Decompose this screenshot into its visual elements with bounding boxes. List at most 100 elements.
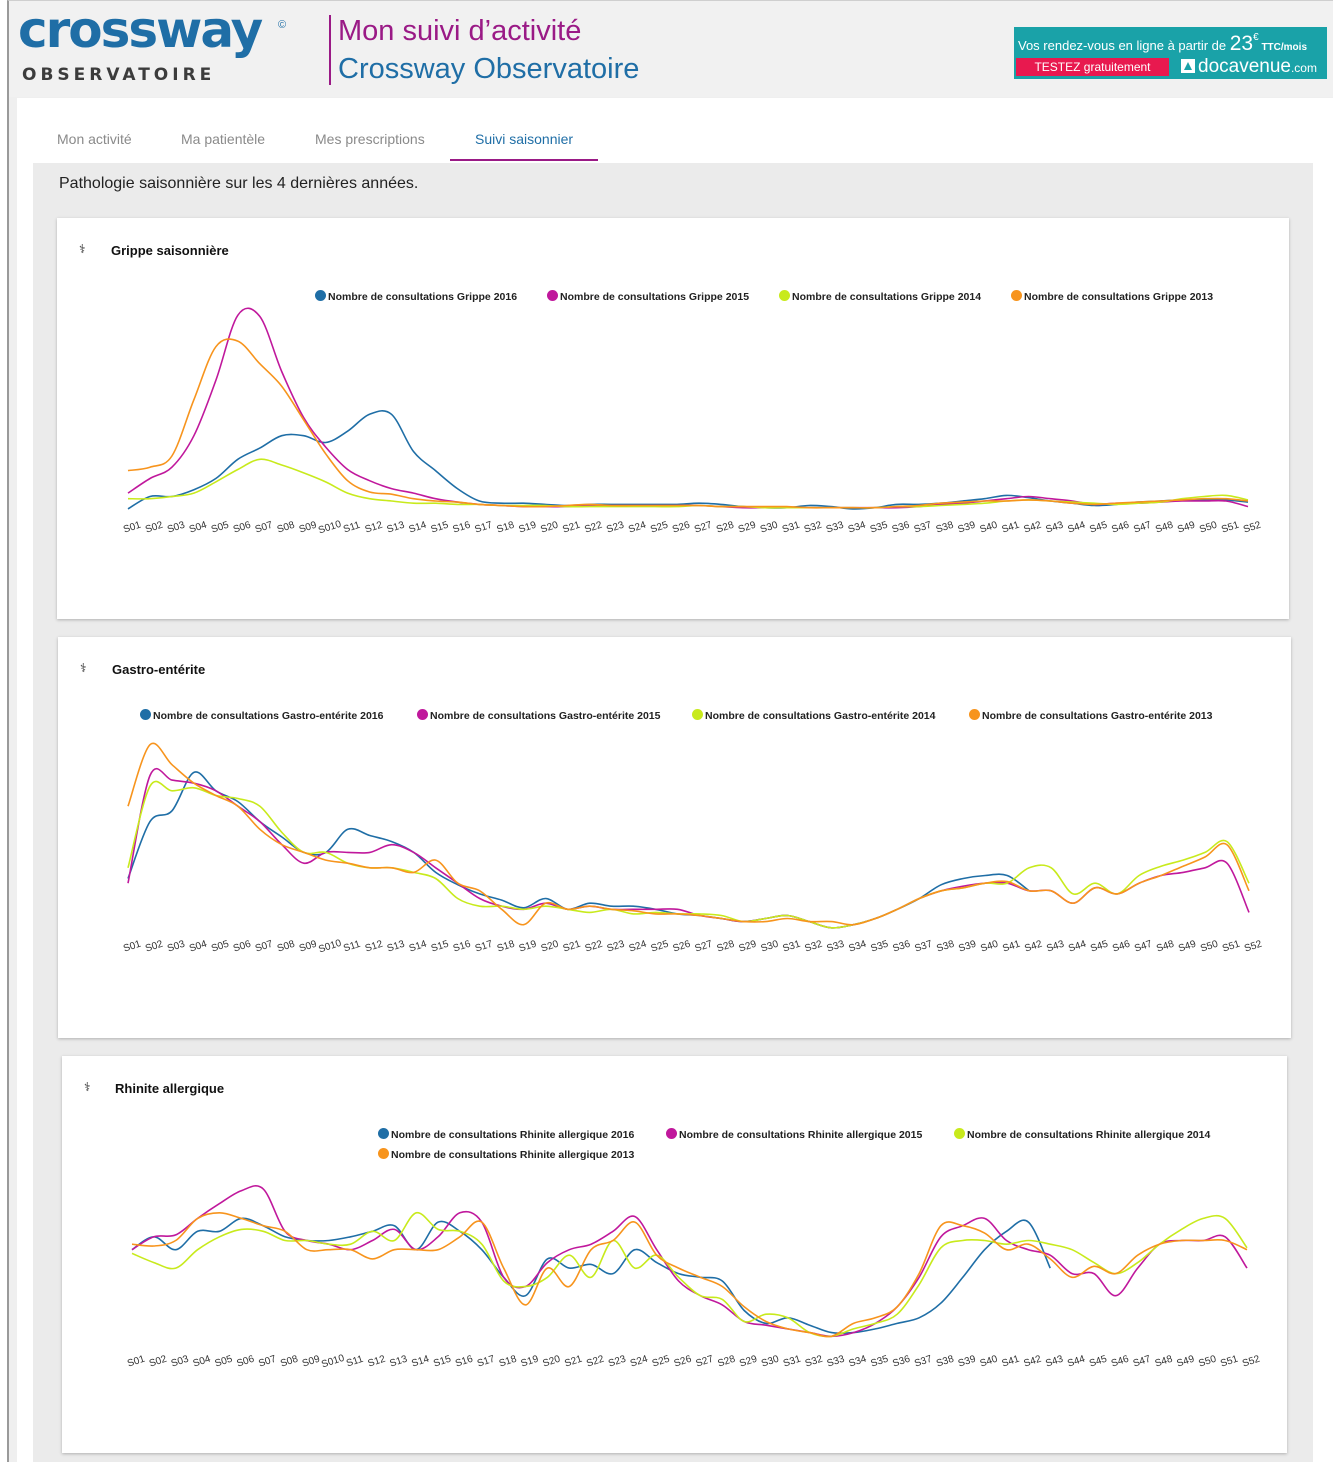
x-tick-label: S20: [540, 939, 561, 955]
legend-item-2013[interactable]: Nombre de consultations Gastro-entérite …: [969, 709, 1212, 722]
x-tick-label: S41: [1001, 1354, 1022, 1370]
x-tick-label: S46: [1110, 1354, 1131, 1370]
x-tick-label: S41: [1000, 520, 1021, 536]
page-subtitle: Crossway Observatoire: [338, 53, 640, 85]
legend-item-2015[interactable]: Nombre de consultations Gastro-entérite …: [417, 709, 660, 722]
legend-item-2015[interactable]: Nombre de consultations Grippe 2015: [547, 290, 749, 303]
x-tick-label: S21: [563, 1354, 584, 1370]
x-tick-label: S13: [386, 939, 407, 955]
legend-item-2014[interactable]: Nombre de consultations Grippe 2014: [779, 290, 981, 303]
brand-ext: .com: [1290, 61, 1317, 75]
x-tick-label: S23: [606, 939, 627, 955]
crossway-logo[interactable]: crossway © OBSERVATOIRE: [18, 1, 298, 87]
series-line-2016[interactable]: [127, 771, 1030, 929]
legend-dot: [378, 1148, 389, 1159]
x-tick-label: S35: [869, 520, 890, 536]
series-line-2016[interactable]: [131, 1217, 1051, 1335]
legend-dot: [1011, 290, 1022, 301]
legend-item-2014[interactable]: Nombre de consultations Rhinite allergiq…: [954, 1128, 1210, 1141]
x-tick-label: S28: [716, 1354, 737, 1370]
x-tick-label: S06: [232, 520, 253, 536]
legend-label: Nombre de consultations Rhinite allergiq…: [967, 1129, 1211, 1141]
x-tick-label: S24: [629, 1354, 650, 1370]
docavenue-brand[interactable]: docavenue.com: [1181, 56, 1317, 78]
active-tab-indicator: [450, 159, 598, 161]
x-tick-label: S07: [254, 939, 275, 955]
section-subtitle: Pathologie saisonnière sur les 4 dernièr…: [59, 175, 419, 192]
x-tick-label: S36: [891, 1354, 912, 1370]
x-tick-label: S01: [126, 1354, 147, 1370]
legend-item-2016[interactable]: Nombre de consultations Grippe 2016: [315, 290, 517, 303]
x-tick-label: S26: [673, 1354, 694, 1370]
x-tick-label: S51: [1219, 1354, 1240, 1370]
chart-card-gastro: ⚕ Gastro-entérite Nombre de consultation…: [58, 637, 1291, 1038]
x-tick-label: S42: [1022, 1354, 1043, 1370]
legend-dot: [378, 1128, 389, 1139]
legend-item-2013[interactable]: Nombre de consultations Grippe 2013: [1011, 290, 1213, 303]
series-line-2014[interactable]: [127, 458, 1249, 509]
docavenue-ad-banner[interactable]: Vos rendez-vous en ligne à partir de 23€…: [1014, 27, 1327, 79]
chart-legend: Nombre de consultations Gastro-entérite …: [58, 709, 1291, 725]
x-tick-label: S44: [1066, 1354, 1087, 1370]
x-tick-label: S45: [1088, 520, 1109, 536]
legend-item-2013[interactable]: Nombre de consultations Rhinite allergiq…: [378, 1148, 634, 1161]
legend-item-2016[interactable]: Nombre de consultations Rhinite allergiq…: [378, 1128, 634, 1141]
app-header: crossway © OBSERVATOIRE Mon suivi d’acti…: [9, 1, 1333, 97]
x-tick-label: S24: [628, 939, 649, 955]
tab-mon-activite[interactable]: Mon activité: [57, 131, 132, 147]
legend-label: Nombre de consultations Gastro-entérite …: [430, 710, 661, 722]
x-tick-label: S42: [1022, 520, 1043, 536]
x-tick-label: S20: [539, 520, 560, 536]
x-tick-label: S03: [170, 1354, 191, 1370]
x-tick-label: S14: [410, 1354, 431, 1370]
x-tick-label: S45: [1089, 939, 1110, 955]
x-tick-label: S32: [803, 939, 824, 955]
x-tick-label: S37: [913, 939, 934, 955]
x-tick-label: S25: [650, 939, 671, 955]
x-tick-label: S34: [848, 1354, 869, 1370]
x-tick-label: S01: [122, 939, 143, 955]
x-tick-label: S15: [430, 939, 451, 955]
legend-label: Nombre de consultations Rhinite allergiq…: [391, 1149, 635, 1161]
x-tick-label: S48: [1154, 520, 1175, 536]
legend-dot: [692, 709, 703, 720]
x-tick-label: S48: [1154, 1354, 1175, 1370]
x-tick-label: S50: [1198, 520, 1219, 536]
chart-title: Grippe saisonnière: [111, 243, 229, 258]
x-tick-label: S03: [166, 939, 187, 955]
series-line-2014[interactable]: [127, 780, 1250, 929]
x-tick-label: S29: [738, 1354, 759, 1370]
series-line-2013[interactable]: [127, 742, 1250, 926]
x-tick-label: S44: [1066, 520, 1087, 536]
x-tick-label: S30: [759, 939, 780, 955]
x-tick-label: S09: [298, 520, 319, 536]
x-tick-label: S26: [672, 939, 693, 955]
x-tick-label: S11: [342, 939, 362, 955]
series-line-2013[interactable]: [131, 1211, 1248, 1338]
tab-suivi-saisonnier[interactable]: Suivi saisonnier: [475, 131, 574, 147]
x-tick-label: S08: [276, 939, 297, 955]
legend-dot: [779, 290, 790, 301]
x-tick-label: S51: [1220, 520, 1241, 536]
series-line-2013[interactable]: [127, 338, 1249, 509]
chart-card-rhinite: ⚕ Rhinite allergique Nombre de consultat…: [62, 1056, 1287, 1453]
x-tick-label: S43: [1044, 1354, 1065, 1370]
series-line-2016[interactable]: [127, 410, 1249, 510]
x-tick-label: S49: [1176, 520, 1197, 536]
x-tick-label: S33: [826, 1354, 847, 1370]
x-tick-label: S01: [122, 520, 143, 536]
legend-item-2014[interactable]: Nombre de consultations Gastro-entérite …: [692, 709, 935, 722]
tab-ma-patientele[interactable]: Ma patientèle: [181, 131, 266, 147]
legend-item-2015[interactable]: Nombre de consultations Rhinite allergiq…: [666, 1128, 922, 1141]
legend-item-2016[interactable]: Nombre de consultations Gastro-entérite …: [140, 709, 383, 722]
x-tick-label: S36: [891, 939, 912, 955]
x-tick-label: S27: [694, 939, 715, 955]
ad-try-free-button[interactable]: TESTEZ gratuitement: [1016, 58, 1169, 76]
tab-mes-prescriptions[interactable]: Mes prescriptions: [315, 131, 425, 147]
legend-label: Nombre de consultations Grippe 2013: [1024, 291, 1214, 303]
series-line-2014[interactable]: [131, 1211, 1248, 1338]
legend-label: Nombre de consultations Rhinite allergiq…: [391, 1129, 635, 1141]
x-tick-label: S04: [188, 939, 209, 955]
series-line-2015[interactable]: [131, 1185, 1248, 1338]
